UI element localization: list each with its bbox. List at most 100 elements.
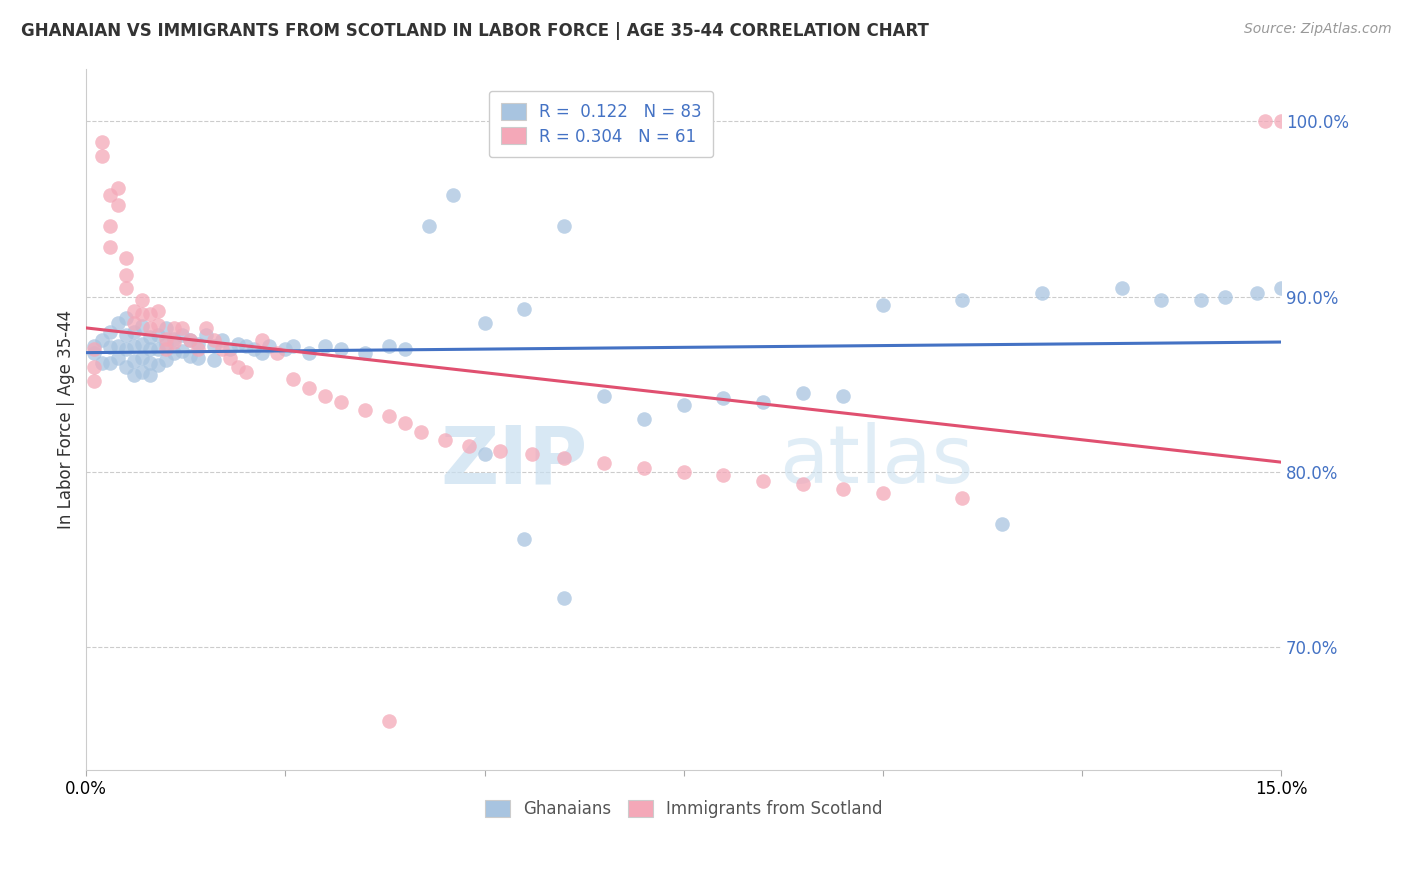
Y-axis label: In Labor Force | Age 35-44: In Labor Force | Age 35-44 [58, 310, 75, 529]
Point [107, 316, 129, 330]
Point [98, 240, 121, 254]
Point [131, 319, 153, 334]
Point [226, 359, 249, 374]
Point [672, 398, 695, 412]
Point [194, 328, 217, 343]
Point [146, 328, 169, 343]
Point [115, 281, 138, 295]
Point [633, 412, 655, 426]
Point [950, 293, 973, 307]
Point [489, 443, 512, 458]
Point [115, 359, 138, 374]
Point [115, 251, 138, 265]
Point [98, 187, 121, 202]
Point [752, 394, 775, 409]
Point [298, 345, 321, 359]
Point [457, 439, 479, 453]
Point [354, 403, 377, 417]
Point [378, 338, 401, 352]
Point [163, 321, 186, 335]
Point [593, 456, 616, 470]
Point [163, 332, 186, 346]
Point [1270, 281, 1292, 295]
Point [474, 447, 496, 461]
Point [98, 356, 121, 370]
Point [122, 303, 145, 318]
Point [211, 334, 233, 348]
Point [98, 325, 121, 339]
Point [832, 389, 855, 403]
Point [553, 591, 575, 606]
Point [872, 298, 894, 312]
Point [211, 342, 233, 356]
Point [91, 149, 114, 163]
Point [792, 386, 814, 401]
Point [394, 342, 416, 356]
Point [672, 465, 695, 479]
Point [474, 316, 496, 330]
Point [553, 219, 575, 234]
Point [194, 321, 217, 335]
Point [187, 351, 209, 365]
Point [1111, 281, 1133, 295]
Point [441, 187, 464, 202]
Point [1031, 285, 1053, 300]
Point [713, 391, 735, 405]
Legend: Ghanaians, Immigrants from Scotland: Ghanaians, Immigrants from Scotland [478, 793, 889, 825]
Point [131, 336, 153, 351]
Point [752, 474, 775, 488]
Point [83, 374, 105, 388]
Point [179, 334, 201, 348]
Point [1254, 114, 1277, 128]
Point [409, 425, 432, 439]
Point [83, 342, 105, 356]
Point [513, 301, 536, 316]
Point [115, 342, 138, 356]
Point [235, 365, 257, 379]
Point [872, 486, 894, 500]
Point [330, 342, 353, 356]
Point [170, 321, 193, 335]
Point [83, 338, 105, 352]
Point [98, 340, 121, 354]
Point [131, 351, 153, 365]
Point [832, 483, 855, 497]
Point [187, 336, 209, 351]
Point [163, 335, 186, 350]
Point [107, 351, 129, 365]
Point [298, 381, 321, 395]
Point [202, 338, 225, 352]
Point [394, 416, 416, 430]
Point [266, 345, 288, 359]
Point [146, 318, 169, 332]
Point [131, 307, 153, 321]
Point [155, 342, 177, 356]
Point [139, 356, 162, 370]
Point [146, 342, 169, 356]
Point [187, 342, 209, 356]
Point [950, 491, 973, 505]
Point [122, 325, 145, 339]
Point [1150, 293, 1173, 307]
Point [115, 328, 138, 343]
Point [1270, 114, 1292, 128]
Point [107, 181, 129, 195]
Point [250, 334, 273, 348]
Point [107, 338, 129, 352]
Point [274, 342, 297, 356]
Point [226, 336, 249, 351]
Point [242, 342, 264, 356]
Text: GHANAIAN VS IMMIGRANTS FROM SCOTLAND IN LABOR FORCE | AGE 35-44 CORRELATION CHAR: GHANAIAN VS IMMIGRANTS FROM SCOTLAND IN … [21, 22, 929, 40]
Point [378, 409, 401, 423]
Point [122, 316, 145, 330]
Point [139, 368, 162, 383]
Point [553, 450, 575, 465]
Point [155, 321, 177, 335]
Point [107, 198, 129, 212]
Point [98, 219, 121, 234]
Point [1246, 285, 1268, 300]
Point [91, 135, 114, 149]
Point [354, 345, 377, 359]
Point [139, 307, 162, 321]
Point [522, 447, 544, 461]
